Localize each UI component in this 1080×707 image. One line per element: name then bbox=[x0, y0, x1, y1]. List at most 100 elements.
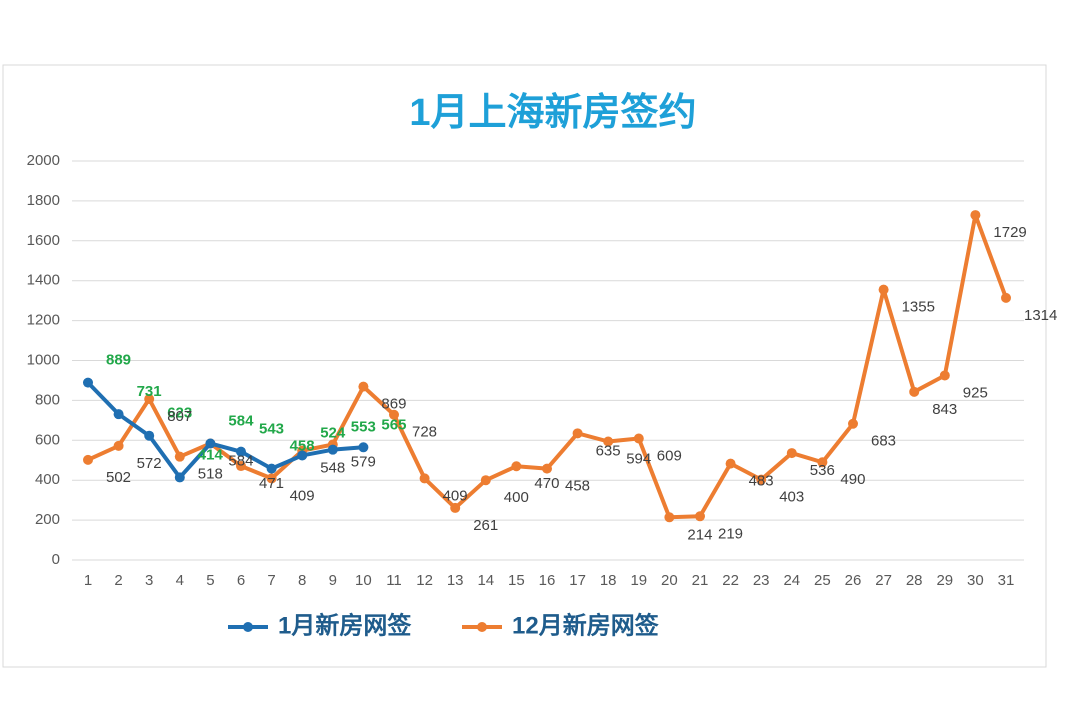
data-label: 403 bbox=[779, 489, 804, 506]
x-tick-label: 10 bbox=[355, 572, 372, 589]
x-tick-label: 3 bbox=[145, 572, 153, 589]
data-label: 553 bbox=[351, 419, 376, 436]
data-point bbox=[113, 440, 124, 451]
x-tick-label: 15 bbox=[508, 572, 525, 589]
data-label: 731 bbox=[137, 383, 162, 400]
data-point bbox=[572, 428, 583, 439]
x-tick-label: 29 bbox=[936, 572, 953, 589]
x-tick-label: 7 bbox=[267, 572, 275, 589]
data-point bbox=[542, 463, 552, 474]
data-point bbox=[144, 394, 155, 405]
legend-label: 12月新房网签 bbox=[512, 611, 660, 639]
data-point bbox=[358, 381, 369, 392]
data-label: 536 bbox=[810, 462, 835, 479]
data-label: 594 bbox=[626, 450, 651, 467]
chart-title: 1月上海新房签约 bbox=[409, 92, 696, 134]
data-label: 565 bbox=[381, 416, 406, 433]
data-point bbox=[970, 210, 981, 221]
data-point bbox=[848, 418, 858, 429]
x-tick-label: 31 bbox=[998, 572, 1015, 589]
data-point bbox=[113, 409, 124, 420]
x-tick-label: 18 bbox=[600, 572, 617, 589]
data-point bbox=[817, 457, 828, 468]
data-label: 548 bbox=[320, 460, 345, 477]
chart-frame bbox=[2, 64, 1047, 668]
x-tick-label: 26 bbox=[845, 572, 862, 589]
data-point bbox=[266, 473, 277, 484]
x-tick-label: 12 bbox=[416, 572, 433, 589]
y-tick-label: 1800 bbox=[27, 192, 60, 209]
data-point bbox=[419, 473, 430, 484]
x-tick-label: 1 bbox=[84, 572, 92, 589]
data-label: 1314 bbox=[1024, 307, 1057, 324]
x-tick-label: 27 bbox=[875, 572, 892, 589]
data-point bbox=[511, 461, 522, 472]
y-tick-label: 0 bbox=[52, 551, 60, 568]
x-tick-label: 19 bbox=[630, 572, 647, 589]
data-label: 261 bbox=[473, 517, 498, 534]
data-point bbox=[327, 444, 338, 455]
y-tick-label: 400 bbox=[35, 471, 60, 488]
data-point bbox=[236, 461, 246, 472]
data-label: 414 bbox=[198, 446, 224, 463]
y-tick-label: 200 bbox=[35, 511, 60, 528]
y-tick-label: 800 bbox=[35, 391, 60, 408]
y-tick-label: 2000 bbox=[27, 152, 60, 169]
x-tick-label: 2 bbox=[114, 572, 122, 589]
data-label: 524 bbox=[320, 424, 346, 441]
data-label: 683 bbox=[871, 433, 896, 450]
data-point bbox=[695, 511, 705, 522]
data-point bbox=[480, 475, 491, 486]
data-point bbox=[664, 512, 675, 523]
data-label: 843 bbox=[932, 401, 957, 418]
data-label: 579 bbox=[351, 453, 376, 470]
x-tick-label: 8 bbox=[298, 572, 306, 589]
x-tick-label: 30 bbox=[967, 572, 984, 589]
series-line bbox=[86, 381, 364, 480]
data-label: 214 bbox=[687, 526, 712, 543]
data-label: 409 bbox=[443, 487, 468, 504]
legend-marker bbox=[243, 622, 253, 632]
x-tick-label: 5 bbox=[206, 572, 214, 589]
data-label: 584 bbox=[228, 452, 253, 469]
data-label: 400 bbox=[504, 489, 529, 506]
data-point bbox=[83, 377, 93, 388]
data-point bbox=[878, 284, 889, 295]
y-tick-label: 600 bbox=[35, 431, 60, 448]
data-label: 925 bbox=[963, 384, 988, 401]
y-tick-label: 1200 bbox=[27, 312, 60, 329]
data-point bbox=[786, 448, 797, 459]
data-label: 543 bbox=[259, 421, 284, 438]
x-tick-label: 6 bbox=[237, 572, 245, 589]
data-label: 889 bbox=[106, 352, 131, 369]
data-label: 458 bbox=[290, 438, 315, 455]
x-tick-label: 24 bbox=[783, 572, 800, 589]
data-label: 869 bbox=[381, 396, 406, 413]
data-point bbox=[450, 502, 461, 513]
data-point bbox=[756, 474, 767, 485]
data-label: 483 bbox=[749, 473, 774, 490]
data-point bbox=[144, 430, 155, 441]
x-tick-label: 23 bbox=[753, 572, 770, 589]
x-tick-label: 17 bbox=[569, 572, 586, 589]
data-label: 623 bbox=[167, 405, 192, 422]
x-tick-label: 20 bbox=[661, 572, 678, 589]
x-tick-label: 4 bbox=[176, 572, 184, 589]
data-point bbox=[205, 438, 216, 449]
x-tick-label: 13 bbox=[447, 572, 464, 589]
y-tick-label: 1000 bbox=[27, 351, 60, 368]
data-label: 572 bbox=[137, 455, 162, 472]
data-label: 1355 bbox=[902, 299, 935, 316]
data-point bbox=[83, 454, 93, 465]
data-label: 458 bbox=[565, 478, 590, 495]
data-label: 471 bbox=[259, 475, 284, 492]
data-point bbox=[909, 386, 920, 397]
data-label: 409 bbox=[290, 487, 315, 504]
data-point bbox=[939, 370, 950, 381]
y-tick-label: 1400 bbox=[27, 272, 60, 289]
data-point bbox=[725, 458, 736, 469]
data-label: 807 bbox=[167, 408, 192, 425]
legend-marker bbox=[477, 622, 487, 632]
y-tick-label: 1600 bbox=[27, 232, 60, 249]
